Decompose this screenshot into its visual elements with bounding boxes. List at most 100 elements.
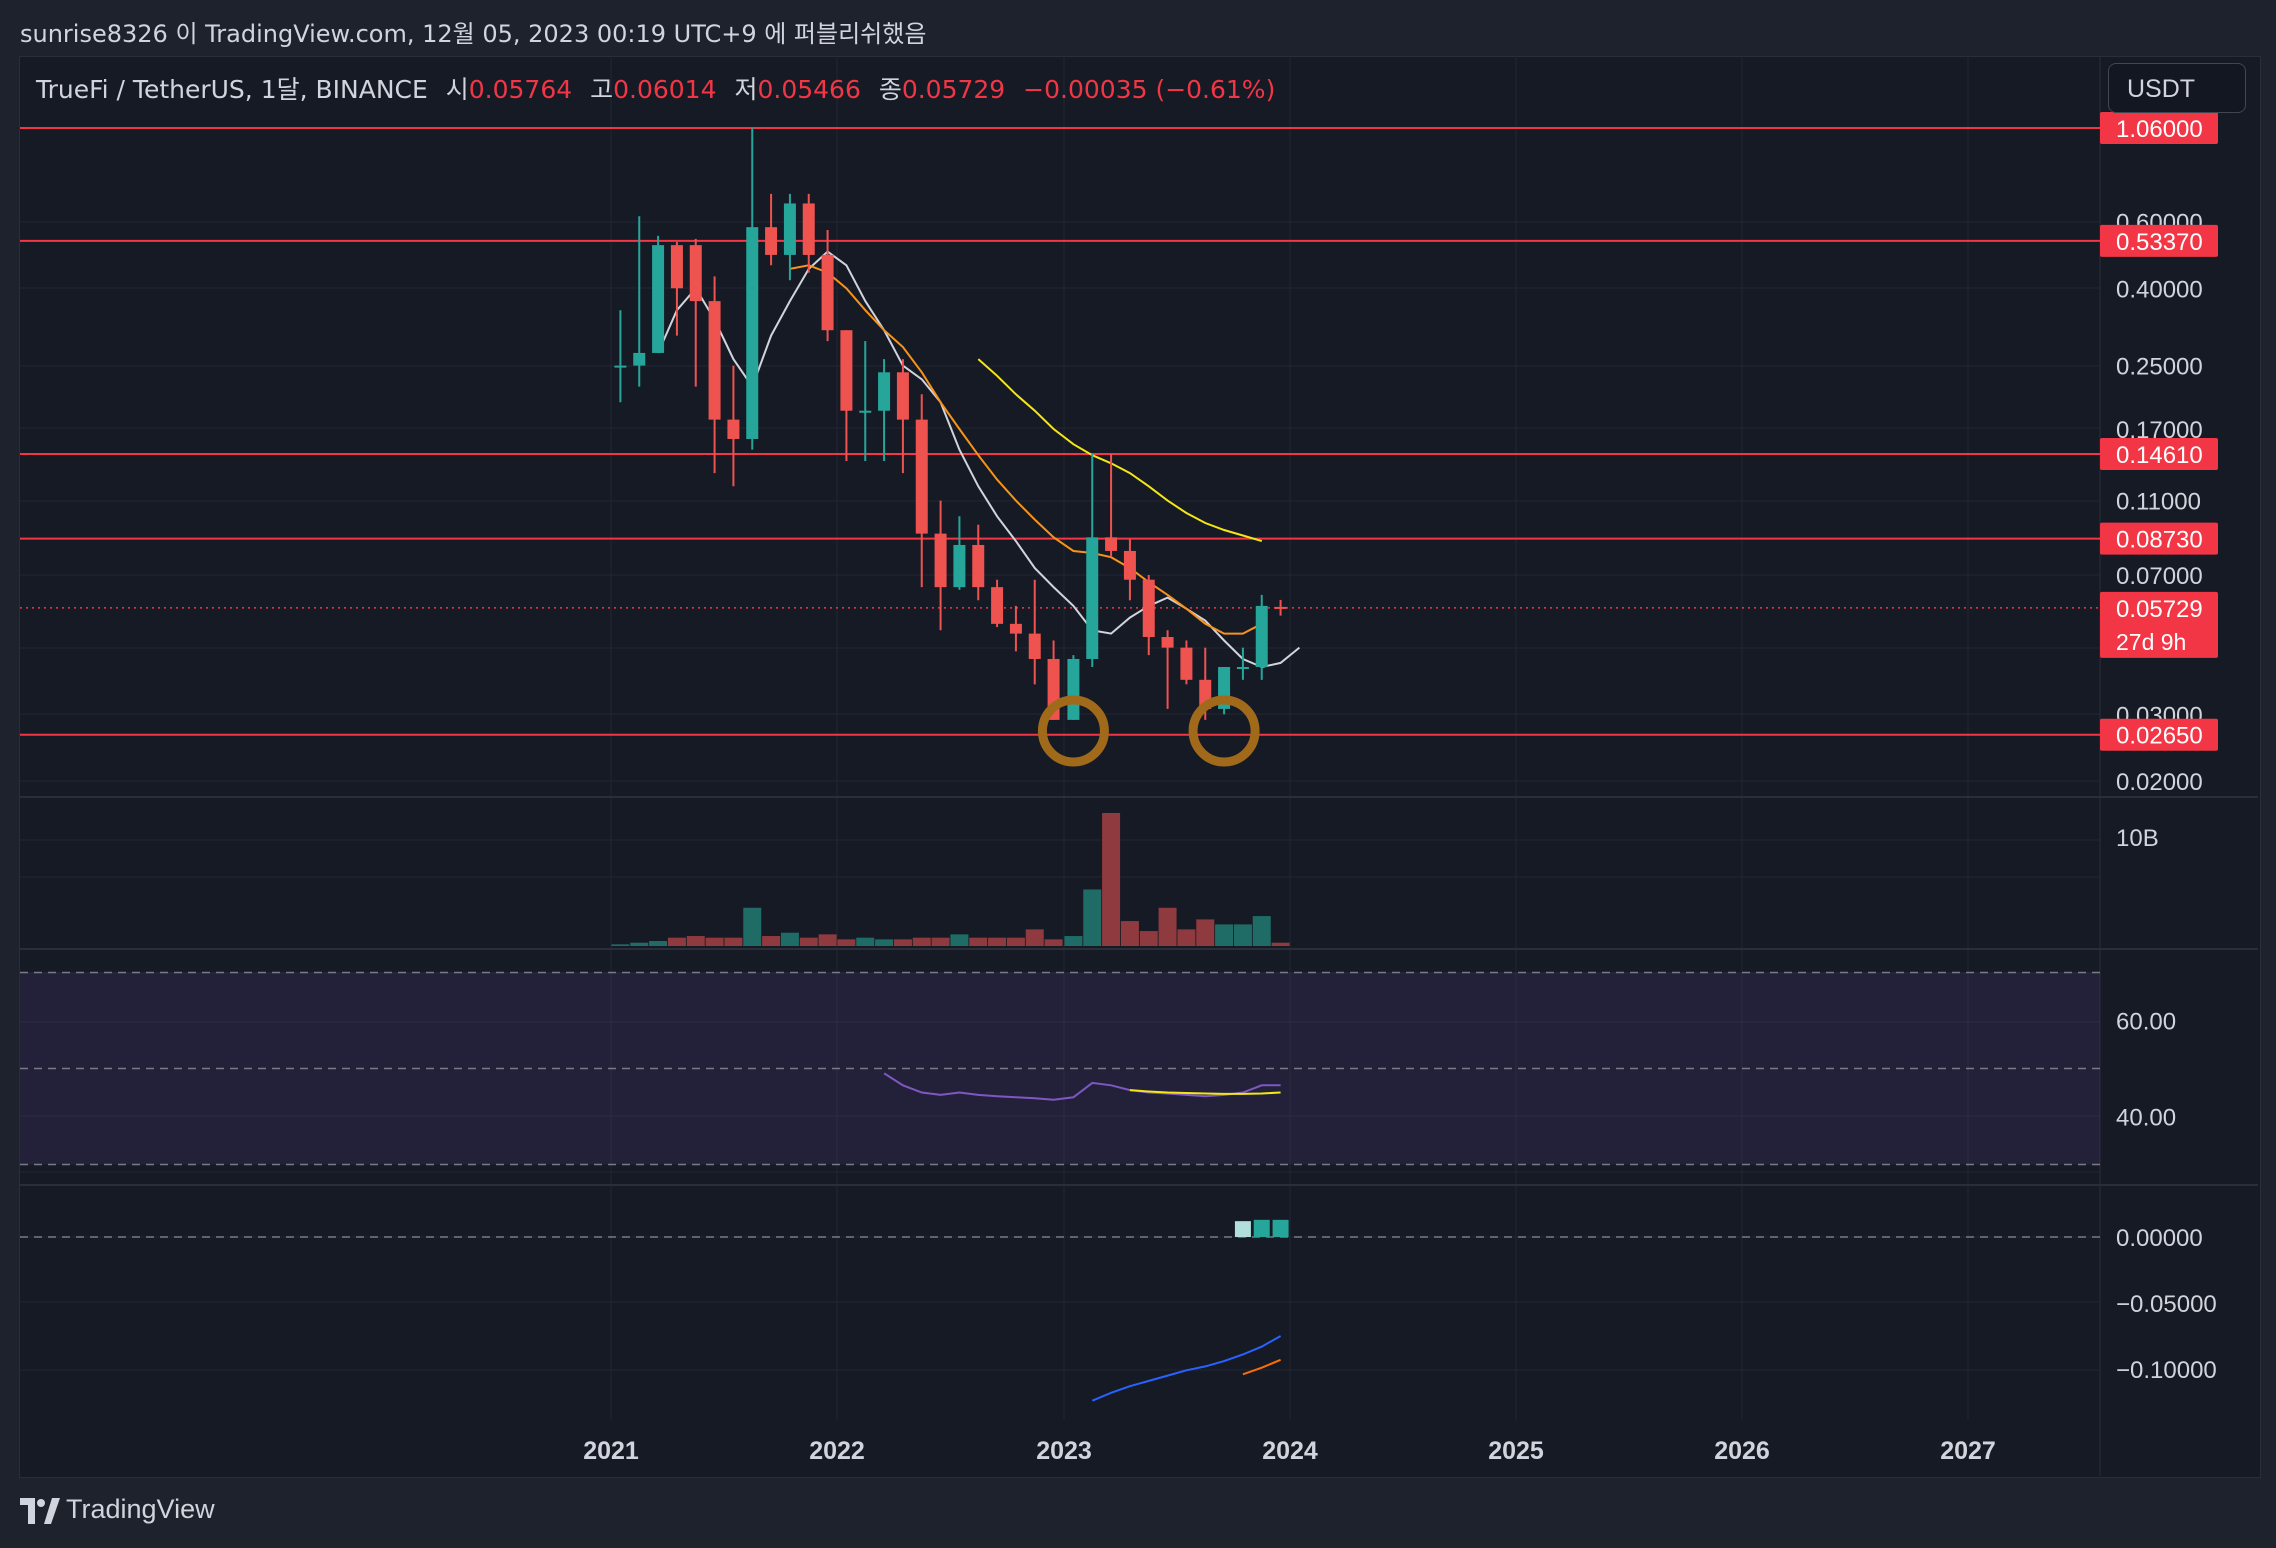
- volume-bar-15: [893, 939, 912, 946]
- candle-body-5: [708, 301, 721, 420]
- volume-bar-6: [724, 937, 743, 946]
- symbol-name[interactable]: TrueFi / TetherUS, 1달, BINANCE: [36, 75, 428, 104]
- macd-pane: 0.00000 −0.05000 −0.10000: [20, 1219, 2217, 1402]
- rsi-tick-1: 40.00: [2116, 1105, 2176, 1132]
- volume-bar-33: [1233, 924, 1252, 946]
- volume-bar-14: [875, 939, 894, 946]
- rsi-ma-line: [1129, 1089, 1281, 1095]
- volume-bar-21: [1006, 937, 1025, 946]
- level-label-2: 0.14610: [2116, 442, 2203, 469]
- rsi-pane: 60.00 40.00: [20, 971, 2176, 1166]
- volume-bar-3: [667, 937, 686, 946]
- volume-bar-17: [931, 937, 950, 946]
- last-price-label: 0.05729: [2116, 596, 2203, 623]
- volume-bar-27: [1120, 921, 1139, 946]
- open-label: 시: [445, 75, 469, 104]
- level-label-0: 1.06000: [2116, 116, 2203, 143]
- level-label-box-3: [2100, 522, 2218, 555]
- price-tick-1: 0.40000: [2116, 276, 2203, 303]
- volume-bar-23: [1044, 939, 1063, 946]
- time-label-2025: 2025: [1488, 1437, 1544, 1465]
- volume-bar-31: [1196, 919, 1215, 946]
- candle-body-11: [821, 254, 834, 331]
- macd-hist-bar-2: [1272, 1219, 1289, 1237]
- close-value: 0.05729: [901, 75, 1006, 104]
- candle-body-13: [859, 410, 872, 413]
- publisher-bar: sunrise8326 이 TradingView.com, 12월 05, 2…: [0, 0, 2276, 56]
- volume-bar-26: [1102, 813, 1121, 946]
- volume-bar-7: [743, 907, 762, 946]
- candle-body-21: [1009, 623, 1022, 634]
- bottom-circle-1: [1188, 695, 1260, 767]
- ma-line-1: [789, 264, 1263, 635]
- candle-body-35: [1274, 606, 1287, 609]
- candle-body-2: [652, 245, 665, 353]
- level-label-3: 0.08730: [2116, 527, 2203, 554]
- close-label: 종: [878, 75, 902, 104]
- volume-bar-28: [1139, 931, 1158, 946]
- volume-bar-11: [818, 934, 837, 946]
- open-value: 0.05764: [468, 75, 573, 104]
- price-tick-2: 0.25000: [2116, 354, 2203, 381]
- candle-body-7: [746, 227, 759, 439]
- time-label-2022: 2022: [809, 1437, 865, 1465]
- volume-bar-1: [630, 942, 649, 946]
- level-label-4: 0.02650: [2116, 723, 2203, 750]
- tradingview-brand: TradingView: [66, 1494, 215, 1524]
- symbol-legend: TrueFi / TetherUS, 1달, BINANCE 시0.05764 …: [36, 70, 1275, 106]
- volume-bar-30: [1177, 929, 1196, 946]
- volume-bar-10: [799, 937, 818, 946]
- low-value: 0.05466: [757, 75, 861, 104]
- candle-body-29: [1161, 637, 1174, 648]
- macd-tick-1: −0.05000: [2116, 1291, 2217, 1318]
- last-price-box: [2100, 591, 2218, 658]
- volume-bar-13: [856, 937, 875, 946]
- candle-body-16: [915, 419, 928, 534]
- high-value: 0.06014: [613, 75, 717, 104]
- moving-averages: [657, 250, 1301, 669]
- volume-bar-12: [837, 939, 856, 946]
- candle-body-6: [727, 419, 740, 439]
- candle-body-34: [1255, 605, 1268, 667]
- high-label: 고: [590, 75, 614, 104]
- volume-bar-8: [762, 936, 781, 946]
- candle-body-10: [802, 203, 815, 255]
- candle-body-0: [614, 365, 627, 368]
- candle-body-28: [1142, 579, 1155, 638]
- candle-body-1: [633, 352, 646, 366]
- candle-body-9: [783, 203, 796, 255]
- volume-bar-29: [1158, 907, 1177, 946]
- time-label-2026: 2026: [1714, 1437, 1770, 1465]
- volume-pane: 10B: [611, 813, 2159, 946]
- level-label-box-2: [2100, 437, 2218, 470]
- price-tick-4: 0.11000: [2116, 489, 2201, 516]
- candle-body-27: [1123, 550, 1136, 580]
- volume-axis-label: 10B: [2116, 825, 2159, 852]
- level-label-box-4: [2100, 718, 2218, 751]
- level-label-1: 0.53370: [2116, 229, 2203, 256]
- signal-line: [1242, 1358, 1281, 1376]
- macd-hist-bar-1: [1253, 1219, 1270, 1237]
- pane-separators: [20, 56, 2258, 1476]
- chart-frame[interactable]: [19, 56, 2261, 1478]
- volume-bar-18: [950, 934, 969, 946]
- volume-bar-20: [988, 937, 1007, 946]
- volume-bar-4: [686, 936, 705, 946]
- volume-bar-2: [649, 941, 668, 946]
- volume-bar-32: [1215, 924, 1234, 946]
- candle-body-3: [670, 245, 683, 289]
- currency-button[interactable]: USDT: [2108, 63, 2246, 113]
- low-label: 저: [734, 75, 758, 104]
- candle-body-8: [765, 227, 778, 255]
- macd-tick-0: 0.00000: [2116, 1225, 2203, 1252]
- time-axis: 2021 2022 2023 2024 2025 2026 2027: [583, 1437, 1996, 1465]
- volume-bar-25: [1083, 889, 1102, 946]
- time-label-2027: 2027: [1940, 1437, 1996, 1465]
- candle-body-15: [896, 372, 909, 420]
- candle-body-25: [1086, 537, 1099, 659]
- volume-bar-5: [705, 937, 724, 946]
- rsi-line: [883, 1072, 1281, 1101]
- level-label-box-1: [2100, 224, 2218, 257]
- time-label-2021: 2021: [583, 1437, 639, 1465]
